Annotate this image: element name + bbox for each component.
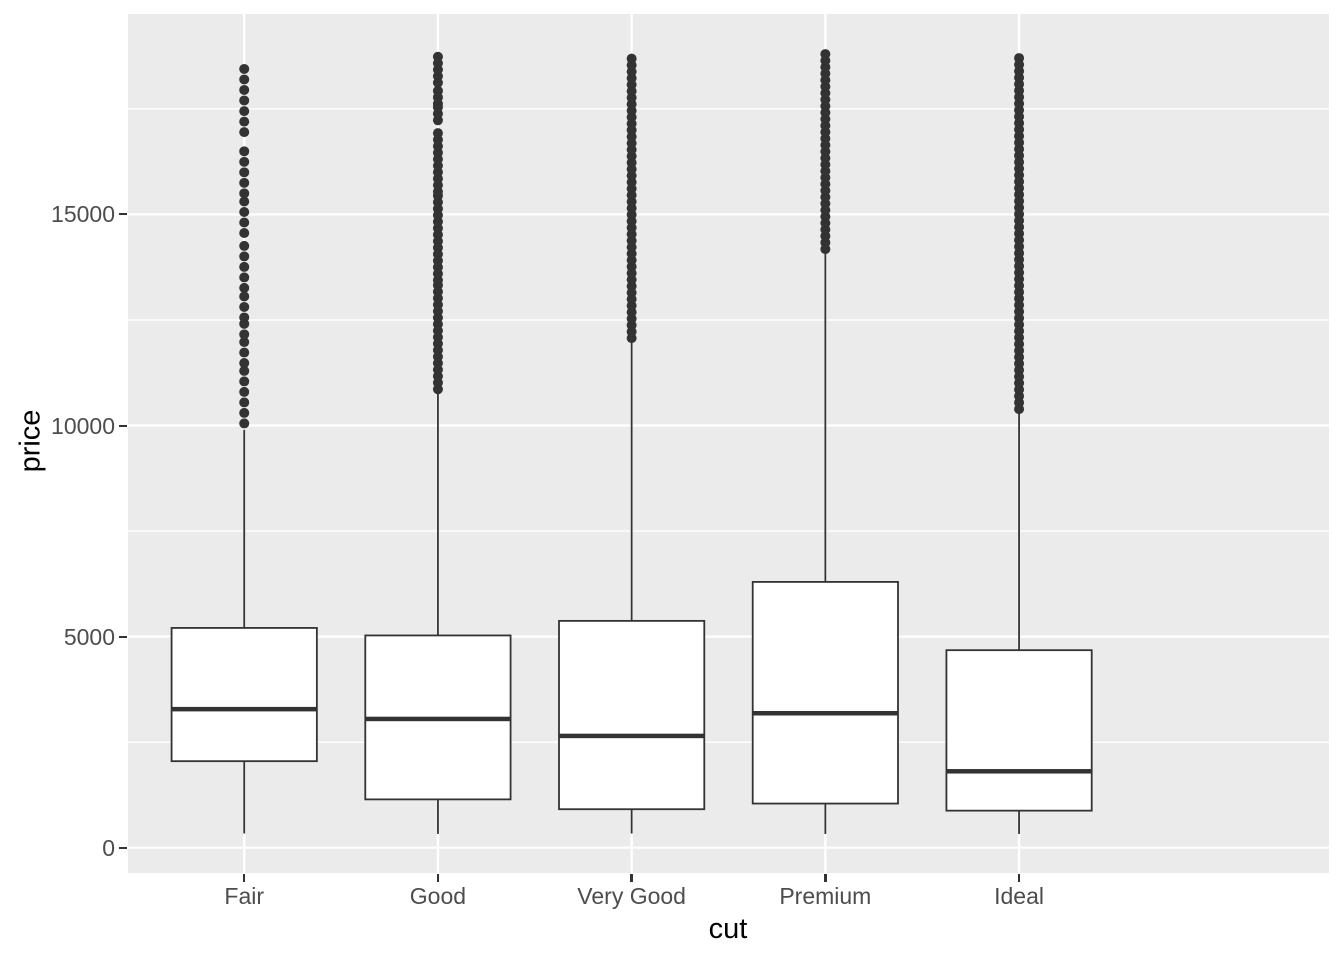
- outlier-dot: [239, 207, 250, 218]
- outlier-dot: [239, 196, 250, 207]
- outlier-dot: [239, 63, 250, 74]
- outlier-dot: [239, 95, 250, 106]
- outlier-dot: [1014, 53, 1025, 64]
- outlier-dot: [239, 177, 250, 188]
- x-tick-label: Ideal: [994, 883, 1044, 909]
- x-tick-label: Fair: [224, 883, 265, 909]
- outlier-dot: [239, 397, 250, 408]
- outlier-dot: [239, 106, 250, 117]
- outlier-dot: [239, 146, 250, 157]
- median-line: [171, 706, 317, 712]
- outlier-dot: [239, 272, 250, 283]
- box-iqr: [558, 619, 706, 811]
- x-axis-tick: [630, 874, 633, 882]
- box-iqr: [945, 649, 1093, 812]
- outlier-dot: [239, 312, 250, 323]
- outlier-dot: [239, 347, 250, 358]
- outlier-dot: [239, 228, 250, 239]
- outlier-dot: [239, 376, 250, 387]
- x-axis-tick: [1017, 874, 1021, 882]
- y-axis-tick: [119, 213, 127, 216]
- plot-panel: [128, 14, 1329, 873]
- outlier-dot: [239, 217, 250, 228]
- outlier-dot: [239, 386, 250, 397]
- y-tick-label: 10000: [51, 412, 115, 439]
- y-axis-tick: [119, 635, 127, 638]
- outlier-dot: [239, 261, 250, 272]
- outlier-dot: [239, 167, 250, 178]
- box-iqr: [751, 581, 899, 805]
- x-tick-label: Good: [409, 883, 467, 909]
- y-tick-label: 15000: [51, 201, 115, 228]
- y-tick-label: 0: [102, 834, 115, 861]
- outlier-dot: [432, 51, 443, 62]
- outlier-dot: [432, 85, 443, 96]
- boxplot-canvas: [128, 14, 1329, 873]
- median-line: [559, 733, 705, 739]
- outlier-dot: [239, 358, 250, 369]
- y-axis-tick: [119, 846, 127, 849]
- box-iqr: [170, 627, 318, 763]
- outlier-dot: [239, 116, 250, 127]
- y-tick-label: 5000: [63, 623, 115, 650]
- outlier-dot: [626, 53, 637, 64]
- outlier-dot: [239, 84, 250, 95]
- median-line: [365, 716, 511, 722]
- outlier-dot: [239, 418, 250, 429]
- outlier-dot: [239, 407, 250, 418]
- outlier-dot: [239, 301, 250, 312]
- x-axis-tick: [436, 874, 440, 882]
- outlier-dot: [239, 74, 250, 85]
- outlier-dot: [239, 251, 250, 262]
- x-axis-tick: [242, 874, 246, 882]
- outlier-dot: [432, 128, 443, 139]
- x-axis-tick: [824, 874, 827, 882]
- outlier-dot: [239, 188, 250, 199]
- outlier-dot: [239, 127, 250, 138]
- outlier-dot: [239, 240, 250, 251]
- outlier-dot: [239, 156, 250, 167]
- median-line: [752, 710, 898, 716]
- outlier-dot: [820, 49, 831, 60]
- outlier-dot: [239, 282, 250, 293]
- outlier-dot: [239, 365, 250, 376]
- outlier-dot: [239, 291, 250, 302]
- outlier-dot: [239, 337, 250, 348]
- x-tick-label: Very Good: [577, 883, 686, 909]
- x-tick-label: Premium: [779, 883, 872, 909]
- x-axis-title: cut: [708, 913, 748, 945]
- y-axis-tick: [119, 424, 127, 427]
- median-line: [946, 769, 1092, 774]
- outlier-dot: [239, 329, 250, 340]
